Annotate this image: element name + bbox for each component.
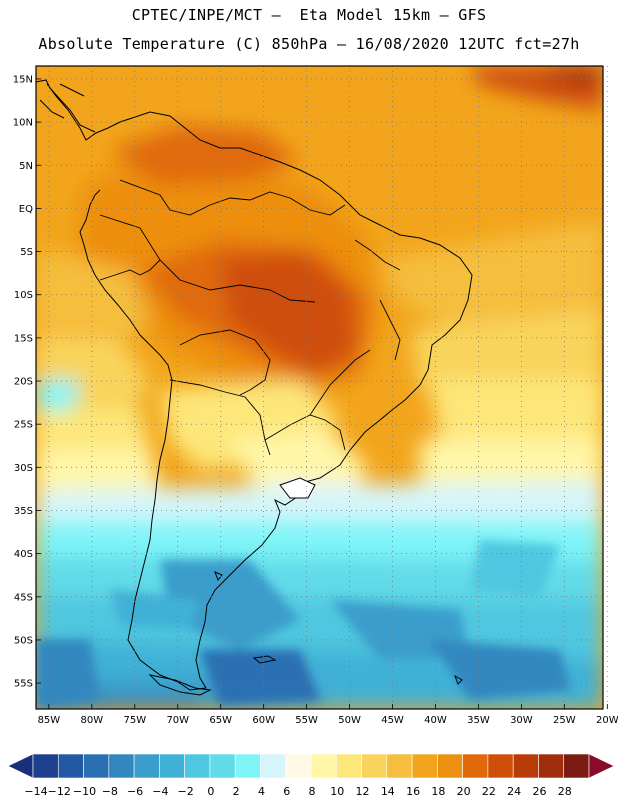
rio-de-la-plata	[279, 477, 316, 499]
colorbar-label: 6	[283, 785, 290, 798]
colorbar-swatch	[209, 753, 236, 779]
lat-label: 5S	[20, 247, 33, 258]
lon-label: 35W	[467, 715, 490, 726]
lon-label: 50W	[338, 715, 361, 726]
colorbar-swatch	[234, 753, 261, 779]
lon-label: 40W	[424, 715, 447, 726]
colorbar-swatch	[361, 753, 388, 779]
colorbar-label: −14	[24, 785, 47, 798]
chart-title-line2: Absolute Temperature (C) 850hPa – 16/08/…	[38, 35, 580, 53]
colorbar-swatch	[108, 753, 135, 779]
map-frame	[35, 65, 604, 710]
lon-label: 75W	[123, 715, 146, 726]
gridlines	[36, 66, 608, 709]
colorbar-label: 12	[356, 785, 370, 798]
colorbar: −14 −12 −10 −8 −6 −4 −2 0 2 4 6 8 10 12 14 16 18 20 22 24 26…	[7, 753, 615, 798]
lat-label: 25S	[14, 420, 33, 431]
lat-label: 5N	[19, 161, 33, 172]
lat-label: EQ	[19, 204, 33, 215]
colorbar-swatch	[310, 753, 337, 779]
colorbar-label: −4	[152, 785, 168, 798]
colorbar-label: 0	[207, 785, 214, 798]
lon-label: 30W	[510, 715, 533, 726]
chart-title-line1: CPTEC/INPE/MCT – Eta Model 15km – GFS	[131, 6, 487, 24]
colorbar-over-arrow	[588, 753, 615, 779]
colorbar-label: 20	[457, 785, 471, 798]
colorbar-label: 22	[482, 785, 496, 798]
lat-label: 35S	[14, 506, 33, 517]
colorbar-label: −6	[127, 785, 143, 798]
colorbar-label: 26	[532, 785, 546, 798]
lat-label: 10N	[13, 118, 33, 129]
colorbar-label: 18	[431, 785, 445, 798]
colorbar-label: 8	[309, 785, 316, 798]
colorbar-under-arrow	[7, 753, 34, 779]
lon-label: 55W	[295, 715, 318, 726]
colorbar-label: 16	[406, 785, 420, 798]
colorbar-swatch	[159, 753, 185, 779]
colorbar-swatch	[563, 753, 590, 779]
lon-label: 45W	[381, 715, 404, 726]
colorbar-swatch	[538, 753, 565, 779]
colorbar-swatch	[335, 753, 362, 779]
colorbar-swatch	[260, 753, 287, 779]
colorbar-swatch	[386, 753, 413, 779]
latitude-labels: 15N 10N 5N EQ 5S 10S 15S 20S 25S 30S 35S 40S 45S 50S 5…	[13, 74, 33, 689]
lon-label: 60W	[252, 715, 275, 726]
lat-label: 15N	[13, 74, 33, 85]
colorbar-label: −10	[73, 785, 96, 798]
lon-label: 80W	[81, 715, 104, 726]
lon-label: 65W	[209, 715, 232, 726]
colorbar-label: −8	[102, 785, 118, 798]
lat-label: 15S	[14, 333, 33, 344]
lon-label: 20W	[596, 715, 618, 726]
country-borders	[99, 179, 401, 456]
lon-label: 70W	[166, 715, 189, 726]
colorbar-label: −2	[178, 785, 194, 798]
colorbar-swatch	[487, 753, 514, 779]
temperature-field	[36, 66, 603, 709]
lon-label: 25W	[553, 715, 576, 726]
colorbar-swatch	[411, 753, 438, 779]
lat-label: 30S	[14, 463, 33, 474]
colorbar-swatch	[133, 753, 160, 779]
lat-label: 20S	[14, 377, 33, 388]
colorbar-swatch	[437, 753, 463, 779]
lat-label: 55S	[14, 679, 33, 690]
colorbar-swatch	[512, 753, 539, 779]
colorbar-swatch	[32, 753, 59, 779]
coastline	[46, 83, 473, 691]
colorbar-swatch	[285, 753, 312, 779]
colorbar-swatch	[57, 753, 84, 779]
lat-label: 45S	[14, 592, 33, 603]
lon-label: 85W	[38, 715, 61, 726]
colorbar-label: 24	[507, 785, 521, 798]
lat-label: 40S	[14, 549, 33, 560]
lat-label: 10S	[14, 290, 33, 301]
longitude-labels: 85W 80W 75W 70W 65W 60W 55W 50W 45W 40W 35W 30W 25W 2…	[38, 715, 618, 726]
colorbar-swatch	[184, 753, 211, 779]
central-america	[35, 79, 96, 133]
colorbar-label: 4	[258, 785, 265, 798]
colorbar-label: 10	[330, 785, 344, 798]
colorbar-label: 28	[558, 785, 572, 798]
colorbar-label: −12	[48, 785, 71, 798]
colorbar-label: 2	[233, 785, 240, 798]
colorbar-swatch	[83, 753, 110, 779]
colorbar-label: 14	[381, 785, 395, 798]
lat-label: 50S	[14, 635, 33, 646]
colorbar-swatch	[462, 753, 489, 779]
